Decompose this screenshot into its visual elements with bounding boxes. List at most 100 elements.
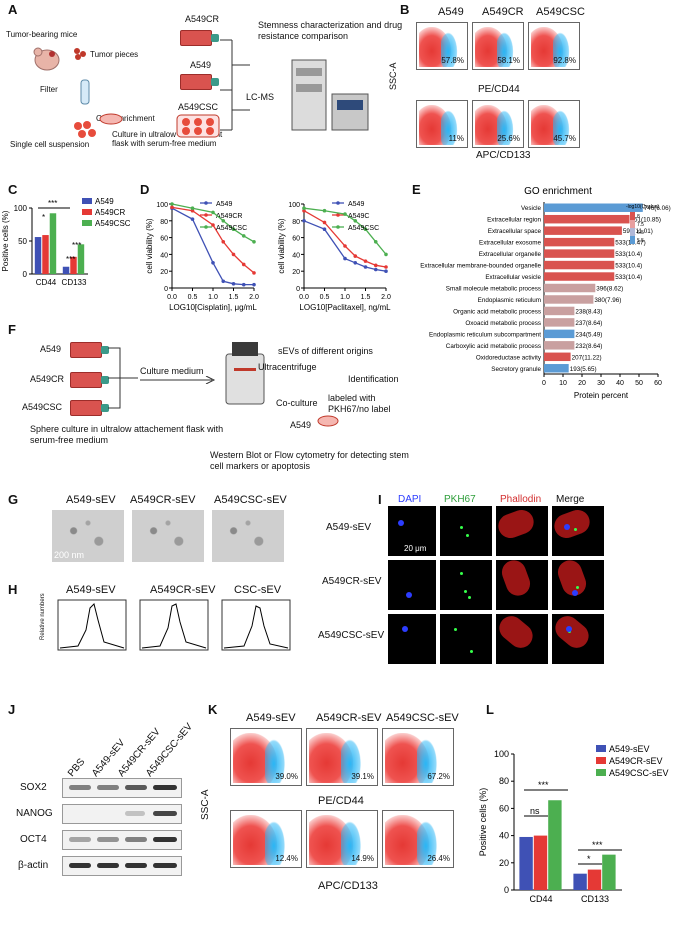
labeled-label: labeled with PKH67/no label	[328, 393, 391, 414]
sig-annotation: ***	[592, 840, 603, 850]
category-label: Secretory granule	[491, 366, 541, 373]
y-tick-label: 20	[499, 858, 509, 868]
data-point	[322, 220, 327, 225]
bar	[544, 329, 575, 339]
legend-label: A549CSC	[95, 219, 130, 228]
x-tick-label: 1.0	[340, 294, 350, 301]
x-tick-label: CD133	[581, 894, 609, 904]
sevs-label: sEVs of different origins	[278, 346, 373, 356]
wb-oct4-label: OCT4	[20, 834, 47, 845]
csc-enrichment-label: CSC enrichment	[96, 114, 155, 123]
f-a549cr-flask-icon	[70, 372, 109, 388]
data-point	[252, 282, 256, 287]
x-tick-label: 0.0	[167, 294, 177, 301]
category-label: Extracellular region	[487, 217, 541, 224]
panel-b-ylabel: SSC-A	[388, 62, 398, 90]
i-scale-label: 20 μm	[404, 544, 427, 553]
bar	[587, 869, 602, 890]
flow-pct: 67.2%	[427, 772, 450, 781]
bar	[519, 836, 533, 890]
data-point	[221, 240, 226, 244]
wb-row-actin	[62, 856, 182, 876]
legend-marker	[336, 201, 340, 205]
x-tick-label: 1.0	[208, 294, 218, 301]
flow-plot: 14.9%	[306, 810, 378, 868]
category-label: Small molecule metabolic process	[446, 286, 541, 293]
identification-label: Identification	[348, 374, 399, 384]
fl-phal-2	[496, 560, 548, 610]
panel-label-b: B	[400, 2, 410, 17]
y-tick-label: 100	[494, 749, 509, 759]
legend-swatch	[82, 198, 92, 204]
y-axis-label: Positive cells (%)	[478, 788, 488, 857]
fl-dapi-3	[388, 614, 436, 664]
x-tick-label: 1.5	[361, 294, 371, 301]
x-axis-label: Protein percent	[574, 391, 629, 400]
wb-row-sox2	[62, 778, 182, 798]
f-a549csc-label: A549CSC	[22, 402, 63, 412]
f-a549-target-label: A549	[290, 420, 312, 430]
h-ylabel: Relative numbers	[40, 593, 46, 640]
data-point	[241, 282, 246, 287]
data-point	[252, 271, 256, 275]
y-tick-label: 40	[499, 831, 509, 841]
bar-value-label: 651(10.85)	[631, 217, 661, 224]
bar-value-label: 193(5.65)	[570, 366, 597, 373]
x-tick-label: 2.0	[249, 294, 259, 301]
panel-b-col-1: A549	[438, 6, 464, 18]
f-a549cr-label: A549CR	[30, 374, 65, 384]
lcms-label: LC-MS	[246, 92, 275, 102]
category-label: Carboxylic acid metabolic process	[446, 343, 541, 350]
flow-pct: 26.4%	[427, 854, 450, 863]
legend-label: A549	[348, 201, 364, 208]
bar	[544, 203, 643, 212]
bar	[544, 306, 575, 316]
y-tick-label: 100	[288, 202, 300, 209]
fl-dapi-2	[388, 560, 436, 610]
legend-swatch	[82, 209, 92, 215]
panel-d-cisplatin-chart: 0 20 40 60 80 100 0.0 0.5 1.0 1.5 2.0 LOG10[Cisplat…	[145, 201, 259, 312]
data-point	[231, 282, 236, 286]
data-point	[363, 227, 368, 231]
data-point	[343, 244, 347, 248]
x-tick-label: 60	[654, 380, 662, 387]
panel-b-mid-label: PE/CD44	[478, 84, 520, 95]
x-tick-label: 2.0	[381, 294, 391, 301]
data-point	[353, 219, 358, 223]
arrow-icon	[140, 376, 216, 384]
flow-pct: 58.1%	[497, 56, 520, 65]
flow-plot: 67.2%	[382, 728, 454, 786]
bar	[544, 364, 569, 373]
data-point	[302, 208, 306, 213]
data-point	[241, 262, 246, 267]
f-a549csc-flask-icon	[70, 400, 109, 416]
flow-pct: 39.1%	[351, 772, 374, 781]
bar	[573, 873, 587, 890]
data-point	[190, 217, 195, 221]
y-tick-label: 80	[292, 219, 300, 226]
sig-annotation: ns	[530, 806, 540, 816]
wb-row-oct4	[62, 830, 182, 850]
flow-plot: 92.8%	[528, 22, 580, 70]
f-a549-label: A549	[40, 344, 62, 354]
f-connector	[108, 347, 138, 409]
y-tick-label: 50	[18, 237, 27, 246]
panel-label-f: F	[8, 322, 16, 337]
bar	[544, 237, 615, 247]
data-point	[373, 240, 378, 244]
panel-b-col-3: A549CSC	[536, 6, 585, 18]
data-point	[302, 219, 306, 223]
legend-swatch	[630, 212, 635, 220]
panel-c-chart: 0 50 100 Positive cells (%) CD44 CD133 A549 A54…	[1, 197, 130, 287]
y-tick-label: 0	[164, 286, 168, 293]
i-row-1: A549-sEV	[326, 522, 372, 533]
x-tick-label: 30	[597, 380, 605, 387]
a549cr-label: A549CR	[185, 14, 220, 24]
y-tick-label: 80	[499, 776, 509, 786]
sig-annotation: ***	[538, 780, 549, 790]
bar	[544, 318, 575, 327]
single-cell-label: Single cell suspension	[10, 140, 90, 149]
tumor-pieces-icon	[74, 48, 86, 60]
bar	[544, 249, 615, 258]
a549-flask-icon	[180, 74, 219, 90]
